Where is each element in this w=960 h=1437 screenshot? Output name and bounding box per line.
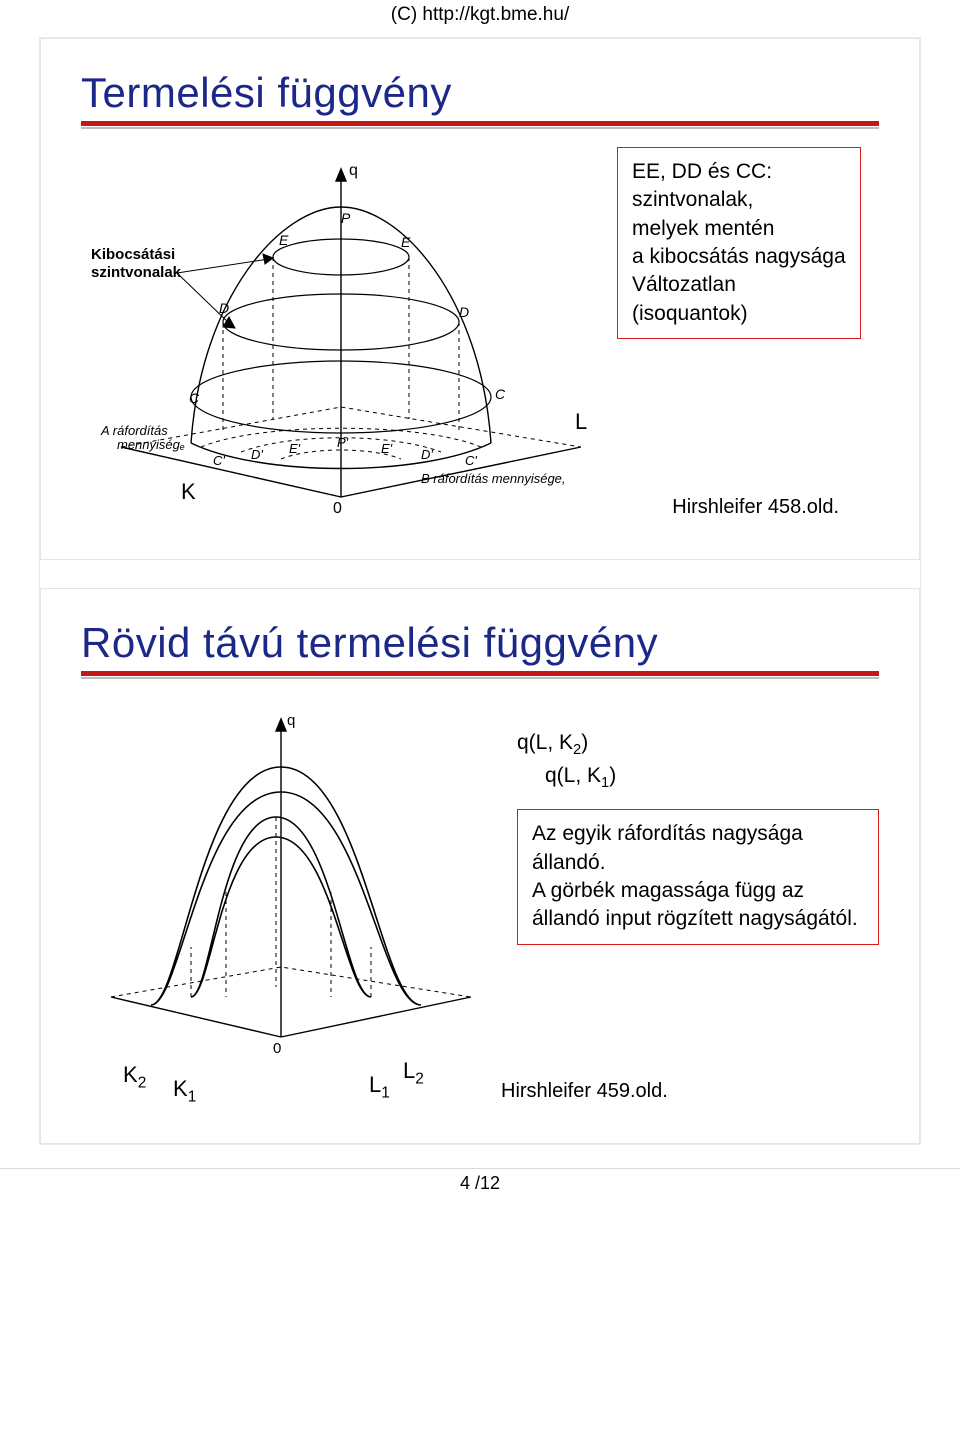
kibocs-label-2: szintvonalak xyxy=(91,264,182,281)
label-Dp-left: D' xyxy=(251,447,263,462)
slide-1: Termelési függvény xyxy=(40,38,920,560)
axis-a-label-1: A ráfordítás xyxy=(100,423,168,438)
label-E-right: E xyxy=(401,234,411,250)
label-Ep-right: E' xyxy=(381,441,393,456)
slides-container: Termelési függvény xyxy=(40,38,920,1144)
header-url: (C) http://kgt.bme.hu/ xyxy=(0,0,960,32)
overlay-L: L xyxy=(575,409,587,434)
label-D-right: D xyxy=(459,304,469,320)
axis-a-label-2: mennyiségₑ xyxy=(117,437,185,452)
overlay-K1: K1 xyxy=(173,1076,196,1106)
label-Pp: P' xyxy=(337,435,349,450)
callout-1: EE, DD és CC: szintvonalak, melyek menté… xyxy=(617,147,861,339)
origin-label-2: 0 xyxy=(273,1040,281,1057)
title-underline-2 xyxy=(81,671,879,679)
label-C-left: C xyxy=(189,390,200,406)
slide-1-title: Termelési függvény xyxy=(81,69,879,117)
label-Cp-left: C' xyxy=(213,453,225,468)
label-qK2: q(L, K2) xyxy=(517,731,879,758)
overlay-K: K xyxy=(181,479,196,504)
label-Cp-right: C' xyxy=(465,453,477,468)
overlay-K2: K2 xyxy=(123,1062,146,1092)
figure-shortrun: q 0 xyxy=(81,697,501,1082)
label-C-right: C xyxy=(495,386,506,402)
page-number: 4 /12 xyxy=(0,1171,960,1204)
label-qK1: q(L, K1) xyxy=(545,764,879,791)
overlay-L2: L2 xyxy=(403,1058,424,1088)
title-underline-1 xyxy=(81,121,879,129)
kibocs-label-1: Kibocsátási xyxy=(91,246,175,263)
callout-2: Az egyik ráfordítás nagysága állandó. A … xyxy=(517,809,879,944)
label-Ep-left: E' xyxy=(289,441,301,456)
axis-b-label: B ráfordítás mennyisége, xyxy=(421,471,566,486)
label-E-left: E xyxy=(279,232,289,248)
footer-rule xyxy=(0,1168,960,1169)
overlay-L1: L1 xyxy=(369,1072,390,1102)
label-Dp-right: D' xyxy=(421,447,433,462)
page: (C) http://kgt.bme.hu/ Termelési függvén… xyxy=(0,0,960,1204)
cite-1: Hirshleifer 458.old. xyxy=(672,496,839,518)
slide-2: Rövid távú termelési függvény xyxy=(40,588,920,1144)
axis-q-label: q xyxy=(349,162,358,179)
label-D-left: D xyxy=(219,300,229,316)
origin-label: 0 xyxy=(333,500,342,517)
cite-2: Hirshleifer 459.old. xyxy=(501,1080,668,1102)
figure-production-surface: q 0 Kibocsátási szintvonalak E E D D C C… xyxy=(81,147,601,532)
slide-2-title: Rövid távú termelési függvény xyxy=(81,619,879,667)
axis-q-label-2: q xyxy=(287,712,295,729)
label-P: P xyxy=(341,210,351,226)
